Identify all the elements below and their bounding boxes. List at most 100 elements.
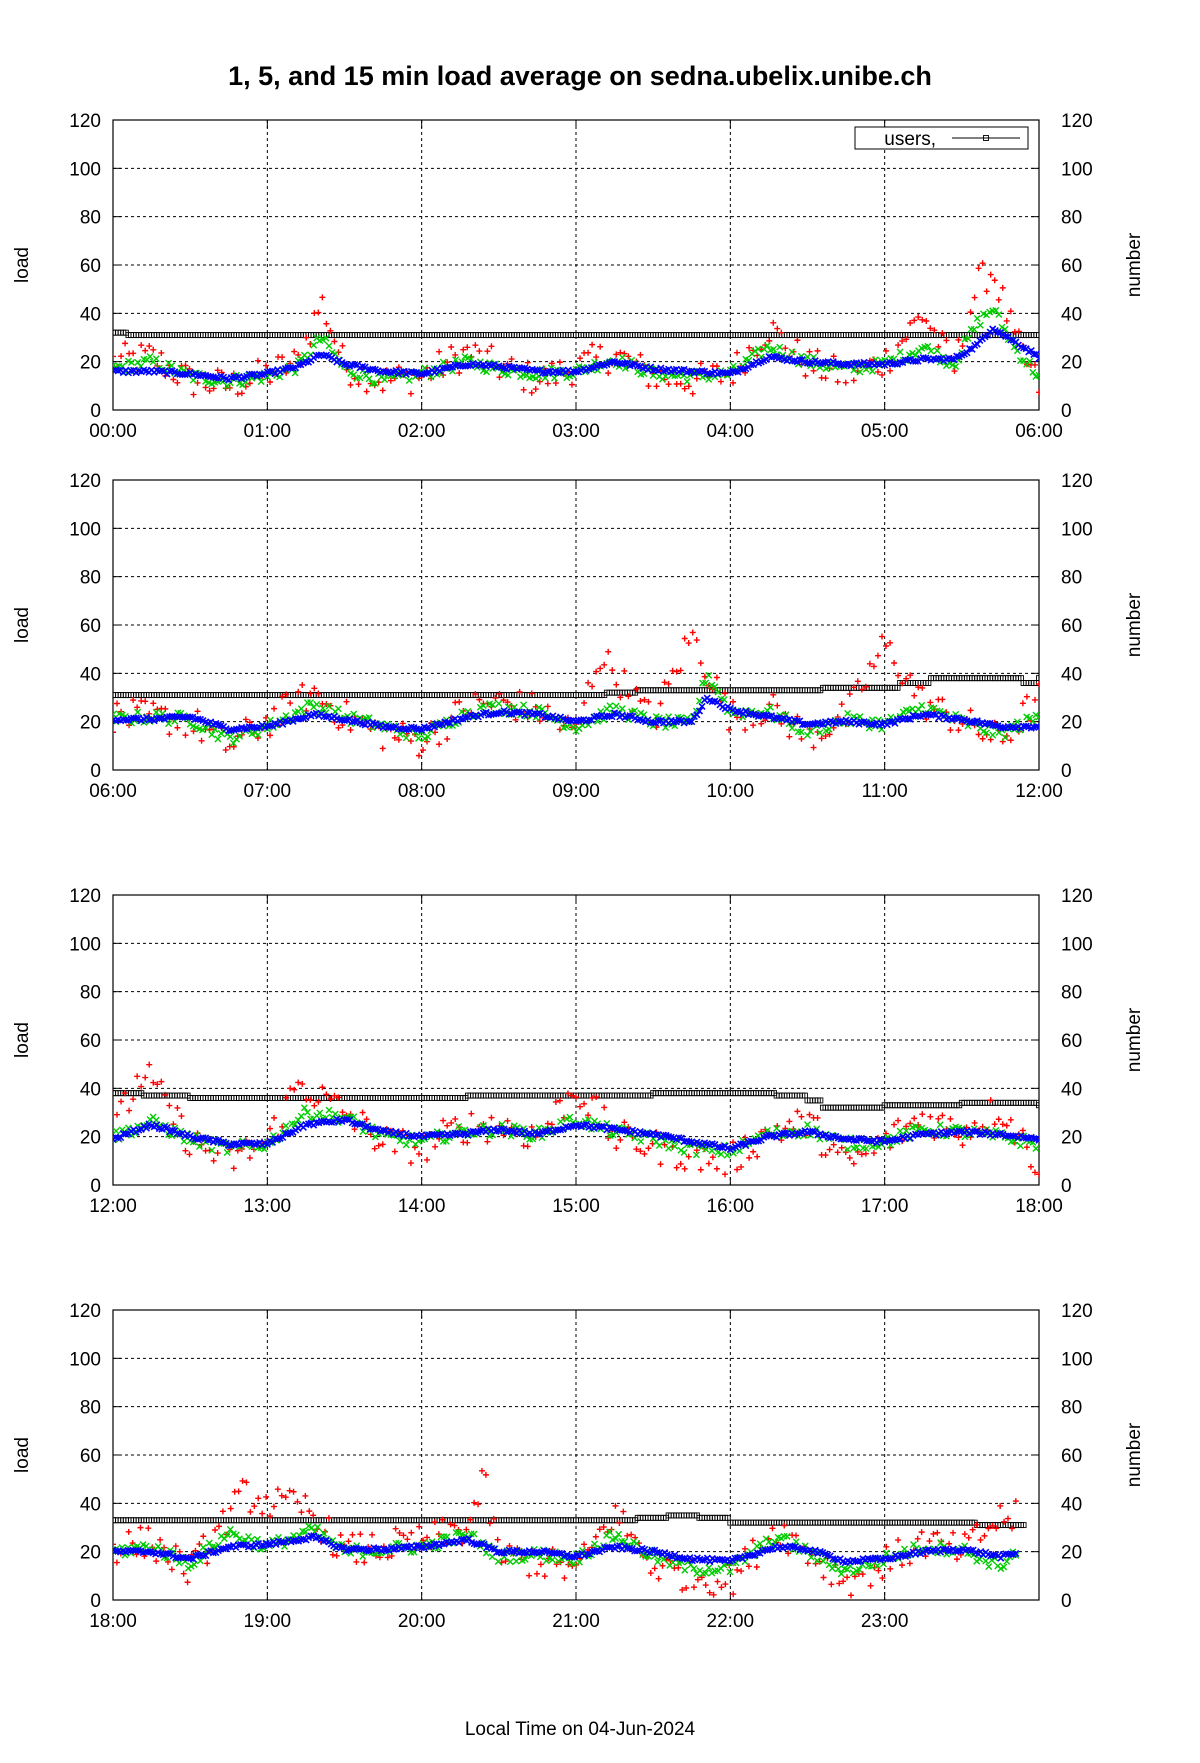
load1-point — [838, 701, 845, 708]
load5-point — [804, 1121, 811, 1129]
load15-point — [451, 1129, 459, 1137]
load1-point — [464, 344, 471, 351]
load5-point — [985, 1563, 993, 1571]
load1-point — [891, 1121, 898, 1128]
users-point — [1020, 1522, 1027, 1529]
users-series — [113, 1090, 1039, 1111]
load1-point — [883, 347, 890, 354]
load5-point — [226, 1525, 234, 1533]
load1-point — [854, 678, 861, 685]
load5-point — [983, 729, 991, 737]
load5-point — [936, 1121, 944, 1129]
load15-point — [379, 1126, 387, 1134]
load1-point — [246, 1154, 253, 1161]
y-tick-label: 60 — [80, 1031, 101, 1052]
load15-series — [113, 325, 1039, 384]
y2-tick-label: 40 — [1061, 1079, 1082, 1100]
load1-point — [214, 1150, 221, 1157]
load1-point — [673, 668, 680, 675]
load1-point — [782, 345, 789, 352]
load1-point — [416, 1523, 423, 1530]
x-tick-label: 17:00 — [861, 1196, 909, 1217]
load15-point — [538, 369, 547, 377]
load1-point — [919, 684, 926, 691]
load5-point — [211, 726, 219, 734]
load5-point — [303, 1108, 311, 1116]
load5-point — [236, 732, 244, 740]
load5-point — [901, 1545, 908, 1553]
load1-point — [993, 1525, 1000, 1532]
y-tick-label: 100 — [69, 1349, 101, 1370]
load1-point — [600, 1524, 607, 1531]
x-tick-label: 14:00 — [398, 1196, 446, 1217]
load15-point — [248, 370, 256, 378]
load1-point — [384, 1554, 391, 1561]
load5-point — [612, 1535, 620, 1543]
load1-point — [556, 1097, 563, 1104]
load1-point — [463, 1526, 470, 1533]
load1-point — [810, 367, 817, 374]
load15-point — [585, 716, 593, 724]
load1-point — [1007, 308, 1014, 315]
load15-point — [441, 364, 449, 372]
load1-point — [166, 1102, 173, 1109]
load1-point — [931, 327, 938, 334]
load5-point — [479, 702, 487, 710]
load1-point — [524, 1143, 531, 1150]
load1-point — [786, 1118, 793, 1125]
load5-point — [660, 1555, 668, 1563]
load1-point — [847, 1592, 854, 1599]
load15-point — [245, 1139, 253, 1147]
load15-point — [587, 363, 595, 372]
load15-point — [225, 1141, 233, 1150]
load1-point — [315, 309, 322, 316]
load15-point — [824, 1133, 832, 1141]
load1-point — [987, 1097, 994, 1104]
load1-point — [753, 1564, 760, 1571]
load1-point — [1031, 1169, 1038, 1176]
load15-point — [567, 1122, 575, 1130]
load1-point — [875, 1567, 882, 1574]
load1-point — [1008, 1525, 1015, 1532]
load15-point — [793, 717, 801, 725]
load1-point — [713, 1165, 720, 1172]
load1-point — [536, 718, 543, 725]
load1-point — [690, 1584, 697, 1591]
load1-point — [196, 1541, 203, 1548]
data-layer — [113, 629, 1039, 759]
load1-point — [999, 1121, 1006, 1128]
data-layer — [113, 260, 1039, 398]
load1-point — [741, 1545, 748, 1552]
y-axis-label: load — [12, 247, 33, 283]
load5-point — [557, 1118, 565, 1126]
load1-point — [475, 1501, 482, 1508]
load5-point — [788, 724, 796, 732]
load1-point — [243, 1479, 250, 1486]
load5-point — [855, 1566, 863, 1574]
load1-point — [887, 1565, 894, 1572]
load1-point — [836, 1580, 843, 1587]
load5-point — [186, 720, 194, 728]
load1-point — [995, 296, 1002, 303]
load5-point — [455, 1122, 463, 1130]
load5-point — [1000, 1563, 1008, 1571]
load1-point — [593, 1094, 600, 1101]
load1-point — [870, 1150, 877, 1157]
load5-point — [807, 727, 815, 735]
load1-point — [467, 1516, 474, 1523]
load1-point — [927, 699, 934, 706]
load5-point — [260, 1145, 268, 1153]
load1-point — [834, 378, 841, 385]
load1-point — [424, 1534, 431, 1541]
load1-point — [637, 351, 644, 358]
load1-point — [172, 1543, 179, 1550]
load1-point — [850, 377, 857, 384]
load5-point — [867, 1562, 875, 1570]
load1-point — [661, 1141, 668, 1148]
x-tick-label: 00:00 — [89, 421, 137, 442]
load5-point — [776, 343, 784, 351]
y2-tick-label: 120 — [1061, 111, 1093, 132]
load1-point — [975, 265, 982, 272]
load1-point — [468, 1110, 475, 1117]
